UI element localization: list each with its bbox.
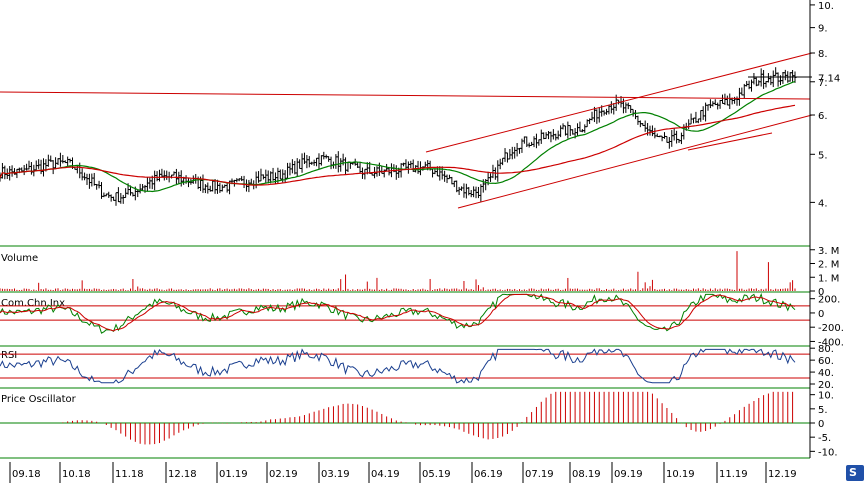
volume-panel-title: Volume [1, 253, 38, 264]
rsi-axis-tick-label: 20. [818, 380, 834, 391]
price-ma-short-line [0, 80, 796, 193]
oscillator-axis: 10. 5. 0 -5. -10. [810, 391, 838, 458]
resistance-trendline [0, 91, 811, 100]
x-axis-tick-label: 10.19 [666, 469, 695, 480]
rsi-axis-tick-label: 80. [818, 344, 834, 355]
volume-bars [0, 251, 796, 291]
x-axis-tick-label: 04.19 [371, 469, 400, 480]
x-axis-tick-label: 11.18 [115, 469, 144, 480]
channel-upper-trendline [425, 52, 813, 153]
volume-axis-tick-label: 0 [818, 287, 824, 298]
x-axis-tick-label: 09.19 [614, 469, 643, 480]
oscillator-axis-tick-label: 0 [818, 419, 824, 430]
oscillator-axis-tick-label: -10. [818, 447, 838, 458]
app-logo-icon: S [846, 465, 864, 481]
cci-panel-title: Com.Chn.Inx [1, 298, 65, 309]
cci-panel: Com.Chn.Inx 200. 0 -200. -400. [0, 292, 844, 348]
price-axis-tick-label: 9. [818, 24, 828, 35]
oscillator-panel: Price Oscillator 10. 5. 0 -5. -10. [0, 391, 838, 458]
cci-lines [0, 292, 810, 334]
x-axis-tick-label: 01.19 [219, 469, 248, 480]
rsi-axis-tick-label: 60. [818, 356, 834, 367]
cci-signal-line [0, 293, 796, 332]
price-axis: 4. 5. 6. 7. 8. 9. 10. 7.14 [810, 1, 840, 209]
cci-axis: 200. 0 -200. -400. [810, 295, 844, 348]
x-axis: 09.18 10.18 11.18 12.18 01.19 02.19 03.19 04.19… [9, 462, 797, 483]
cci-axis-tick-label: -400. [818, 337, 844, 348]
cci-axis-tick-label: 200. [818, 295, 840, 306]
oscillator-bars [0, 391, 810, 445]
volume-axis: 3. M 2. M 1. M 0 [810, 246, 839, 298]
rsi-panel: RSI 80.60.40.20. [0, 344, 834, 391]
rsi-line [0, 348, 810, 384]
price-axis-tick-label: 6. [818, 111, 828, 122]
price-panel-frame [0, 0, 810, 245]
x-axis-tick-label: 08.19 [572, 469, 601, 480]
price-ma-long-line [0, 104, 796, 186]
volume-panel: Volume 3. M 2. M 1. M 0 [0, 246, 839, 298]
cci-axis-tick-label: -200. [818, 323, 844, 334]
rsi-axis: 80.60.40.20. [810, 344, 834, 391]
x-axis-tick-label: 10.18 [62, 469, 91, 480]
x-axis-tick-label: 09.18 [12, 469, 41, 480]
cci-axis-tick-label: 0 [818, 309, 824, 320]
x-axis-tick-label: 02.19 [269, 469, 298, 480]
rsi-panel-title: RSI [1, 350, 17, 361]
volume-axis-tick-label: 1. M [818, 273, 839, 284]
rsi-line [0, 348, 796, 384]
x-axis-tick-label: 07.19 [525, 469, 554, 480]
x-axis-tick-label: 05.19 [422, 469, 451, 480]
oscillator-axis-tick-label: -5. [818, 433, 831, 444]
rsi-axis-tick-label: 40. [818, 368, 834, 379]
x-axis-tick-label: 12.18 [168, 469, 197, 480]
channel-lower-trendline [457, 114, 813, 209]
cci-line [0, 292, 796, 334]
x-axis-tick-label: 12.19 [768, 469, 797, 480]
price-axis-tick-label: 10. [818, 1, 834, 12]
volume-axis-tick-label: 2. M [818, 260, 839, 271]
x-axis-tick-label: 06.19 [474, 469, 503, 480]
price-axis-tick-label: 5. [818, 150, 828, 161]
oscillator-panel-title: Price Oscillator [1, 394, 77, 405]
last-price-label: 7.14 [818, 74, 840, 85]
price-panel: 4. 5. 6. 7. 8. 9. 10. 7.14 [0, 0, 840, 245]
x-axis-tick-label: 11.19 [719, 469, 748, 480]
price-axis-tick-label: 7. [818, 78, 828, 89]
volume-axis-tick-label: 3. M [818, 246, 839, 257]
oscillator-axis-tick-label: 5. [818, 405, 828, 416]
price-axis-tick-label: 4. [818, 198, 828, 209]
price-bars [0, 52, 813, 209]
x-axis-tick-label: 03.19 [321, 469, 350, 480]
price-axis-tick-label: 8. [818, 49, 828, 60]
oscillator-axis-tick-label: 10. [818, 391, 834, 402]
support-trendline [687, 132, 773, 151]
